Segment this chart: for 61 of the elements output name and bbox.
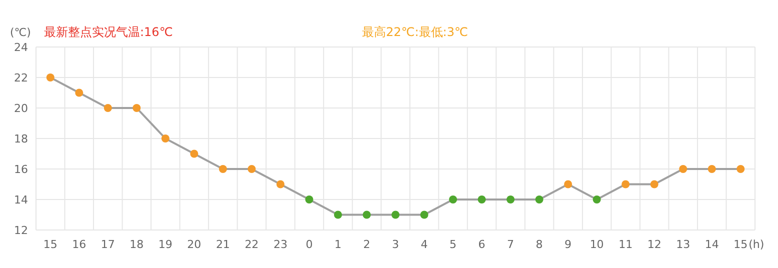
y-tick-label: 18	[14, 132, 28, 146]
x-tick-label: 22	[244, 238, 259, 251]
x-tick-label: 13	[676, 238, 690, 251]
x-tick-label: 8	[536, 238, 543, 251]
x-tick-label: 11	[618, 238, 633, 251]
point	[104, 104, 112, 112]
chart-subtitle: 最高22℃:最低:3℃	[362, 25, 468, 39]
x-tick-label: 5	[450, 238, 457, 251]
point	[248, 165, 256, 173]
point	[679, 165, 688, 173]
point	[449, 196, 458, 204]
x-tick-label: 2	[363, 238, 370, 251]
chart-title: 最新整点实况气温:16℃	[44, 25, 173, 39]
point	[592, 196, 601, 204]
point	[190, 150, 198, 158]
x-tick-label: 12	[647, 238, 662, 251]
x-tick-label: 0	[306, 238, 313, 251]
x-tick-label: 4	[420, 238, 428, 251]
x-tick-label: 3	[392, 238, 399, 251]
y-tick-label: 24	[14, 41, 28, 54]
x-tick-label: 15	[43, 238, 58, 251]
x-tick-label: 21	[216, 238, 230, 251]
y-tick-label: 22	[14, 72, 28, 84]
point	[305, 196, 314, 204]
point	[46, 74, 54, 82]
x-tick-label: 18	[130, 238, 144, 251]
x-tick-label: 7	[507, 238, 514, 251]
x-tick-label: 19	[158, 238, 172, 251]
x-tick-label: 10	[590, 238, 604, 251]
point	[276, 180, 284, 188]
y-tick-label: 16	[14, 163, 28, 176]
point	[218, 165, 227, 173]
y-tick-label: 20	[14, 102, 28, 115]
point	[622, 180, 630, 188]
x-axis-title: (h)	[748, 238, 764, 251]
x-tick-label: 23	[273, 238, 288, 251]
point	[650, 180, 658, 188]
point	[75, 88, 84, 97]
point	[708, 165, 716, 173]
point	[506, 196, 515, 204]
x-tick-label: 1	[334, 238, 342, 251]
point	[132, 104, 141, 112]
x-tick-label: 6	[478, 238, 486, 251]
point	[736, 165, 745, 173]
x-tick-label: 9	[564, 238, 572, 251]
point	[334, 210, 342, 219]
x-tick-label: 14	[704, 238, 719, 251]
x-tick-label: 15	[734, 238, 748, 251]
point	[564, 180, 572, 188]
point	[420, 210, 428, 219]
point	[362, 210, 371, 219]
x-tick-label: 17	[100, 238, 115, 251]
y-tick-label: 12	[14, 224, 28, 237]
point	[535, 196, 544, 204]
point	[161, 134, 170, 142]
x-tick-label: 16	[72, 238, 86, 251]
point	[392, 210, 400, 219]
y-tick-label: 14	[14, 194, 28, 206]
point	[478, 196, 486, 204]
x-tick-label: 20	[187, 238, 202, 251]
y-axis-title: (℃)	[10, 26, 31, 39]
